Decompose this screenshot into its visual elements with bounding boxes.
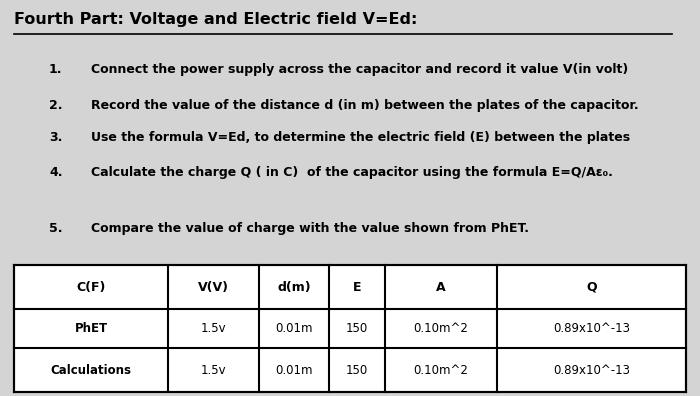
Text: Calculations: Calculations <box>50 364 132 377</box>
Text: 150: 150 <box>346 322 368 335</box>
Text: 0.01m: 0.01m <box>275 322 313 335</box>
Text: 150: 150 <box>346 364 368 377</box>
Text: 1.: 1. <box>49 63 62 76</box>
Text: 0.10m^2: 0.10m^2 <box>414 322 468 335</box>
Text: Connect the power supply across the capacitor and record it value V(in volt): Connect the power supply across the capa… <box>91 63 629 76</box>
Text: 1.5v: 1.5v <box>201 322 226 335</box>
Text: 0.89x10^-13: 0.89x10^-13 <box>553 364 630 377</box>
Text: 0.89x10^-13: 0.89x10^-13 <box>553 322 630 335</box>
Text: 0.10m^2: 0.10m^2 <box>414 364 468 377</box>
Text: d(m): d(m) <box>277 281 311 293</box>
Text: 2.: 2. <box>49 99 62 112</box>
Text: Compare the value of charge with the value shown from PhET.: Compare the value of charge with the val… <box>91 222 529 235</box>
Text: Calculate the charge Q ( in C)  of the capacitor using the formula E=Q/Aε₀.: Calculate the charge Q ( in C) of the ca… <box>91 166 613 179</box>
Text: Record the value of the distance d (in m) between the plates of the capacitor.: Record the value of the distance d (in m… <box>91 99 638 112</box>
Text: 4.: 4. <box>49 166 62 179</box>
Text: Fourth Part: Voltage and Electric field V=Ed:: Fourth Part: Voltage and Electric field … <box>14 12 417 27</box>
Text: 3.: 3. <box>49 131 62 144</box>
Text: 5.: 5. <box>49 222 62 235</box>
Text: 0.01m: 0.01m <box>275 364 313 377</box>
Text: A: A <box>436 281 446 293</box>
FancyBboxPatch shape <box>14 265 686 392</box>
Text: Use the formula V=Ed, to determine the electric field (E) between the plates: Use the formula V=Ed, to determine the e… <box>91 131 630 144</box>
Text: V(V): V(V) <box>198 281 229 293</box>
Text: 1.5v: 1.5v <box>201 364 226 377</box>
Text: C(F): C(F) <box>76 281 106 293</box>
Text: PhET: PhET <box>74 322 108 335</box>
Text: E: E <box>353 281 361 293</box>
Text: Q: Q <box>586 281 597 293</box>
